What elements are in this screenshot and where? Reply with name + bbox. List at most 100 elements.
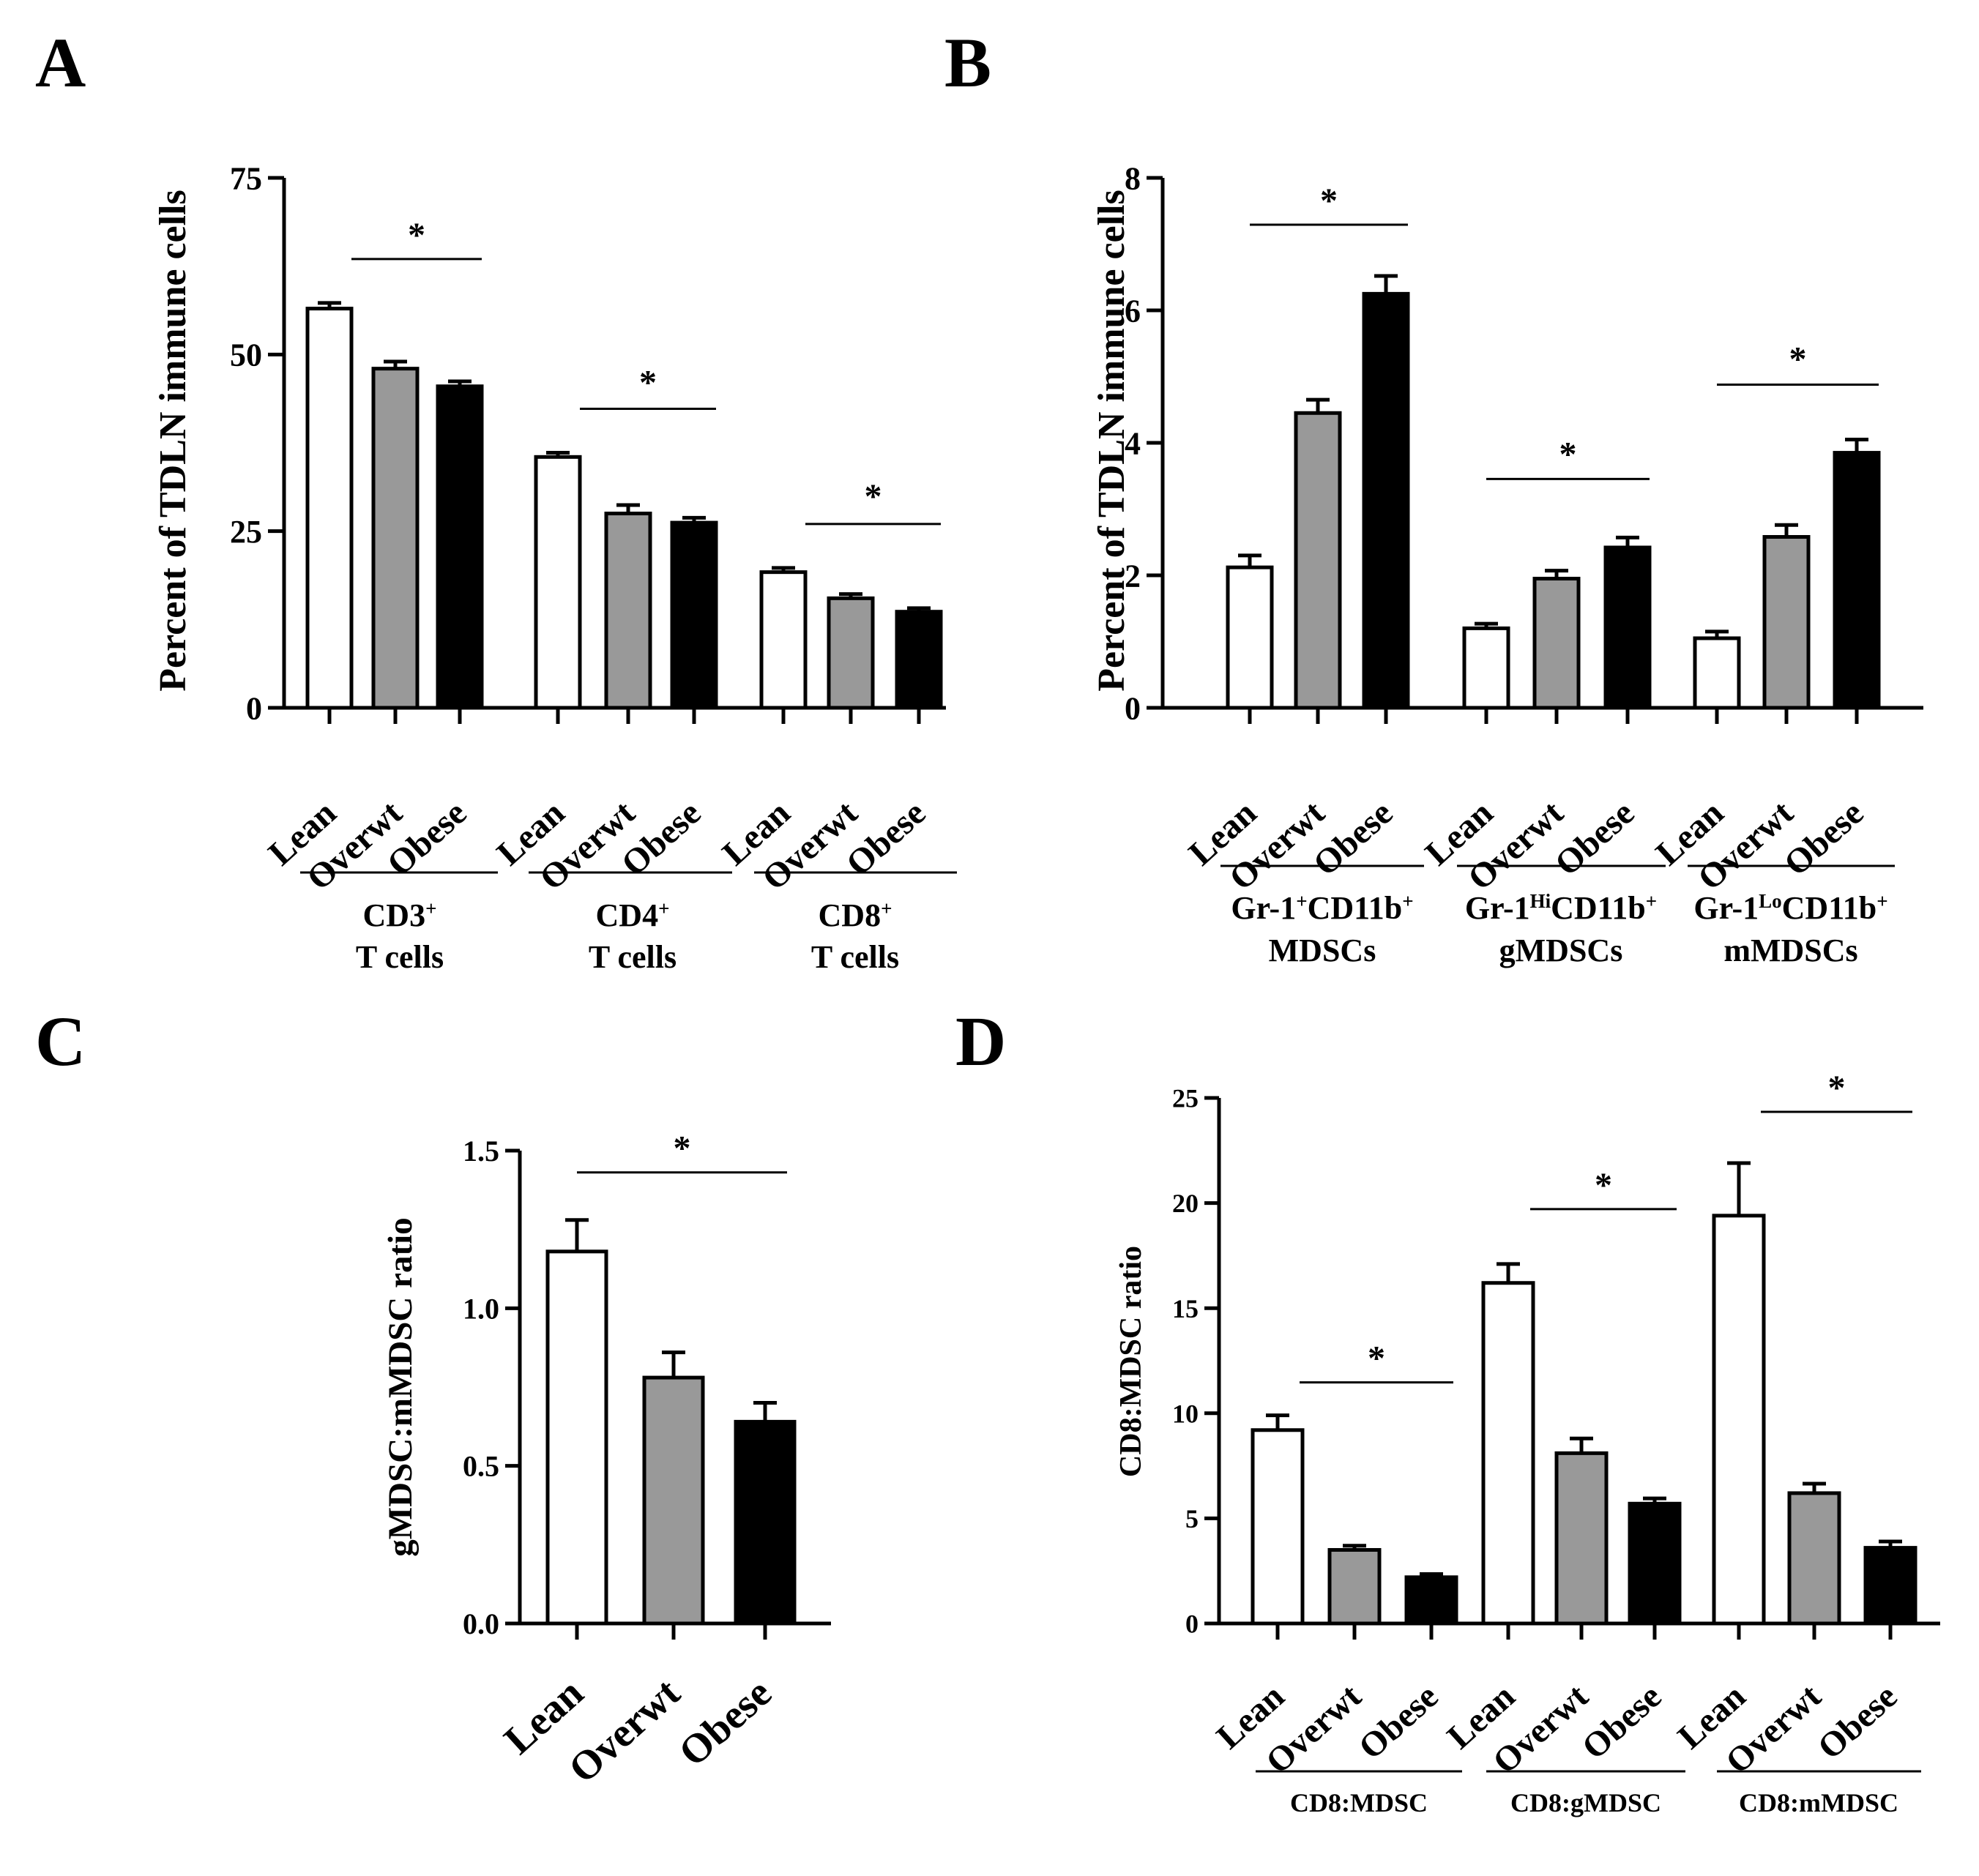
x-category-label: Obese xyxy=(1548,793,1642,883)
group-label: Gr-1LoCD11b+ xyxy=(1693,890,1887,926)
y-tick-label: 4 xyxy=(1125,425,1141,461)
x-category-label: Obese xyxy=(839,793,933,883)
label-superscript: Lo xyxy=(1759,890,1782,912)
x-category-label: Obese xyxy=(1306,793,1401,883)
bar xyxy=(670,520,718,710)
significance-star: * xyxy=(1320,182,1338,220)
bar xyxy=(534,455,582,710)
bar xyxy=(1362,291,1410,710)
y-tick-label: 50 xyxy=(230,337,262,373)
y-tick-label: 20 xyxy=(1172,1189,1199,1218)
group-label: Gr-1HiCD11b+ xyxy=(1465,890,1657,926)
panel-letter: D xyxy=(955,1002,1006,1080)
significance-star: * xyxy=(639,364,657,403)
y-tick-label: 0 xyxy=(1125,690,1141,726)
bar xyxy=(827,596,875,710)
y-tick-label: 0 xyxy=(1185,1610,1199,1639)
label-superscript: + xyxy=(1876,890,1887,912)
bar xyxy=(1628,1501,1682,1626)
bar xyxy=(1532,577,1581,710)
group-label: T cells xyxy=(589,939,677,975)
panel-letter: A xyxy=(35,23,86,102)
group-label: mMDSCs xyxy=(1723,933,1857,968)
bar xyxy=(1404,1575,1458,1626)
bar xyxy=(1462,626,1510,710)
y-axis-label: Percent of TDLN immune cells xyxy=(1091,190,1133,692)
label-superscript: + xyxy=(425,897,436,919)
y-tick-label: 15 xyxy=(1172,1294,1199,1323)
label-superscript: + xyxy=(1296,890,1307,912)
label-segment: mMDSCs xyxy=(1723,933,1857,968)
bar xyxy=(604,512,652,710)
label-segment: CD11b xyxy=(1308,890,1403,926)
y-tick-label: 2 xyxy=(1125,558,1141,594)
label-segment: Gr-1 xyxy=(1693,890,1759,926)
label-superscript: + xyxy=(1402,890,1413,912)
y-tick-label: 25 xyxy=(1172,1084,1199,1113)
y-tick-label: 10 xyxy=(1172,1399,1199,1428)
y-tick-label: 0.5 xyxy=(463,1450,499,1483)
bar xyxy=(1693,636,1741,710)
label-segment: CD8:MDSC xyxy=(1290,1788,1428,1817)
significance-star: * xyxy=(1828,1069,1846,1107)
bar xyxy=(371,367,420,710)
bar xyxy=(734,1419,797,1626)
x-category-label: Obese xyxy=(1575,1677,1669,1767)
label-segment: T cells xyxy=(356,939,444,975)
group-label: CD8:MDSC xyxy=(1290,1788,1428,1817)
y-tick-label: 1.0 xyxy=(463,1292,499,1325)
x-category-label: Obese xyxy=(1352,1677,1446,1767)
bar xyxy=(1251,1428,1305,1626)
significance-star: * xyxy=(865,477,882,516)
bar xyxy=(895,610,943,710)
significance-star: * xyxy=(674,1129,691,1168)
label-segment: CD11b xyxy=(1551,890,1646,926)
y-axis-label: Percent of TDLN immune cells xyxy=(152,190,194,692)
group-label: CD3+ xyxy=(363,897,437,933)
label-segment: CD11b xyxy=(1782,890,1877,926)
bar xyxy=(1327,1547,1382,1626)
significance-star: * xyxy=(408,216,425,255)
label-superscript: + xyxy=(658,897,669,919)
y-tick-label: 5 xyxy=(1185,1504,1199,1533)
label-segment: CD8:gMDSC xyxy=(1510,1788,1661,1817)
y-axis-label: CD8:MDSC ratio xyxy=(1114,1246,1148,1477)
panel-letter: B xyxy=(944,23,991,102)
bar xyxy=(1294,411,1342,710)
x-category-label: Obese xyxy=(1811,1677,1905,1767)
x-category-label: Obese xyxy=(671,1670,780,1776)
group-label: CD8+ xyxy=(819,897,892,933)
significance-star: * xyxy=(1368,1339,1385,1378)
label-superscript: Hi xyxy=(1530,890,1551,912)
bar xyxy=(1554,1451,1609,1626)
bar xyxy=(1863,1546,1917,1626)
y-tick-label: 6 xyxy=(1125,293,1141,329)
x-category-label: Obese xyxy=(1777,793,1871,883)
y-tick-label: 75 xyxy=(230,160,262,196)
y-tick-label: 0.0 xyxy=(463,1607,499,1640)
x-category-label: Overwt xyxy=(560,1670,689,1792)
y-axis-label: gMDSC:mMDSC ratio xyxy=(381,1217,420,1556)
label-segment: T cells xyxy=(589,939,677,975)
bar xyxy=(1226,565,1274,710)
significance-star: * xyxy=(1559,435,1577,474)
bar xyxy=(642,1375,705,1626)
label-superscript: + xyxy=(1646,890,1657,912)
bar xyxy=(1762,535,1811,710)
label-segment: CD8 xyxy=(819,897,882,933)
bar xyxy=(1603,545,1652,710)
label-segment: CD8:mMDSC xyxy=(1739,1788,1898,1817)
bar xyxy=(1787,1491,1841,1626)
bar xyxy=(759,570,808,710)
bar xyxy=(1481,1281,1535,1626)
bar xyxy=(545,1249,608,1626)
y-tick-label: 1.5 xyxy=(463,1135,499,1167)
label-segment: MDSCs xyxy=(1269,933,1376,968)
panel-letter: C xyxy=(35,1002,86,1080)
y-tick-label: 25 xyxy=(230,514,262,550)
significance-star: * xyxy=(1789,340,1807,378)
